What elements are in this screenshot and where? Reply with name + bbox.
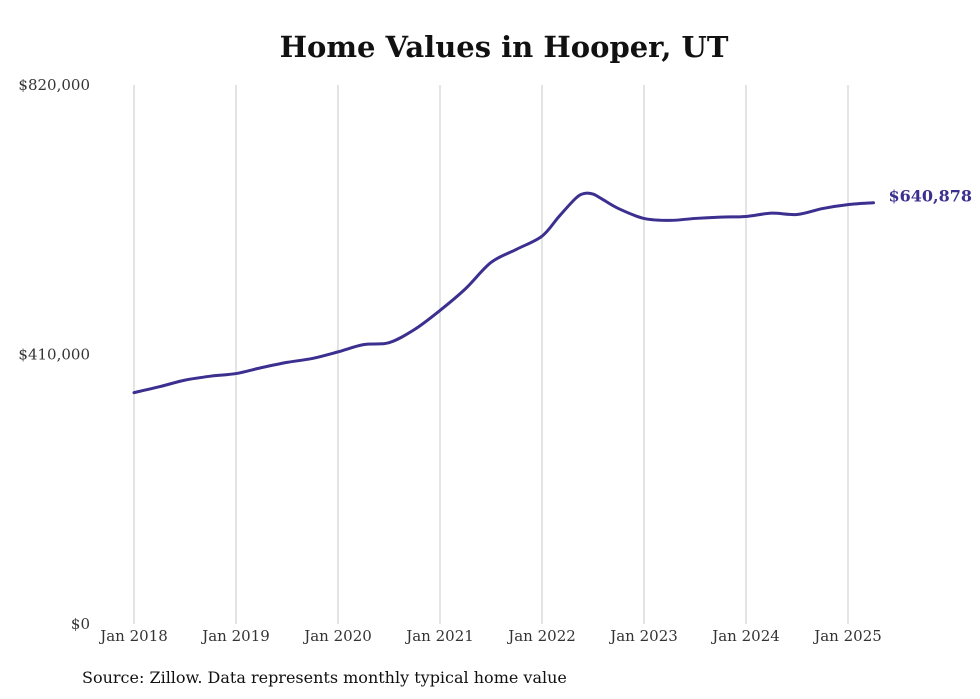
x-tick-label: Jan 2022 [506, 627, 576, 645]
x-axis-ticks: Jan 2018 Jan 2019 Jan 2020 Jan 2021 Jan 2022… [98, 627, 882, 645]
chart-title: Home Values in Hooper, UT [279, 30, 729, 64]
series-layer: $640,878 [132, 187, 973, 395]
x-tick-label: Jan 2024 [710, 627, 780, 645]
x-tick-label: Jan 2018 [98, 627, 168, 645]
series-line [132, 191, 875, 395]
source-note: Source: Zillow. Data represents monthly … [82, 668, 567, 687]
x-tick-label: Jan 2023 [608, 627, 678, 645]
x-tick-label: Jan 2021 [404, 627, 474, 645]
x-tick-label: Jan 2019 [200, 627, 270, 645]
x-tick-label: Jan 2025 [812, 627, 882, 645]
y-tick-label: $820,000 [18, 76, 90, 94]
y-axis-ticks: $0 $410,000 $820,000 [18, 76, 90, 633]
x-tick-label: Jan 2020 [302, 627, 372, 645]
grid-layer [133, 85, 849, 624]
y-tick-label: $0 [71, 615, 90, 633]
end-value-label: $640,878 [889, 187, 973, 206]
y-tick-label: $410,000 [18, 346, 90, 364]
